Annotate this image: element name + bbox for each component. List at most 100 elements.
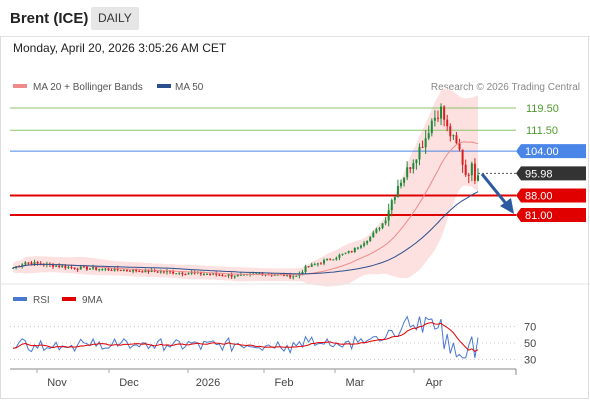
last-price-tag — [516, 166, 586, 181]
candle-body — [227, 274, 230, 276]
arrow-shaft — [480, 173, 510, 207]
candle-body — [156, 271, 159, 273]
bollinger-bands — [13, 88, 478, 287]
x-tick-label: Nov — [47, 377, 67, 389]
candle-body — [230, 274, 233, 277]
arrow-head — [500, 198, 514, 214]
candle-body — [101, 268, 104, 270]
candle-body — [70, 266, 73, 268]
candle-body — [316, 263, 319, 265]
candle-body — [347, 251, 350, 253]
candle-body — [132, 269, 135, 272]
candle-body — [39, 263, 42, 265]
ma20-legend-swatch — [13, 84, 27, 88]
candle-body — [212, 273, 215, 275]
candle-body — [119, 269, 122, 271]
candle-body — [427, 133, 430, 139]
x-tick-label: Apr — [425, 377, 442, 389]
instrument-title: Brent (ICE) — [10, 10, 89, 27]
candle-body — [193, 272, 196, 274]
candle-body — [239, 274, 242, 276]
period-button[interactable]: DAILY — [91, 7, 139, 30]
candle-body — [393, 197, 396, 201]
candle-body — [273, 274, 276, 276]
ma20-legend-label: MA 20 + Bollinger Bands — [33, 82, 143, 93]
candle-body — [98, 269, 101, 271]
candle-body — [292, 276, 295, 278]
candle-body — [221, 274, 224, 276]
candle-body — [233, 276, 236, 278]
level-label-3: 88.00 — [525, 191, 553, 203]
candle-body — [449, 126, 452, 137]
price-levels: 119.50 111.50 104.00 88.00 81.00 95.98 — [10, 103, 586, 222]
candle-body — [209, 273, 212, 275]
candle-body — [387, 210, 390, 221]
candle-body — [436, 117, 439, 119]
rsi-legend: RSI 9MA — [13, 295, 103, 306]
candle-body — [27, 262, 30, 264]
candle-body — [125, 269, 128, 271]
ma50-legend-label: MA 50 — [175, 82, 204, 93]
candle-body — [406, 167, 409, 178]
chart-header: Brent (ICE) DAILY — [0, 0, 590, 37]
candle-body — [403, 177, 406, 183]
x-axis: Nov Dec 2026 Feb Mar Apr — [10, 368, 517, 389]
candle-body — [301, 271, 304, 274]
candle-body — [110, 270, 113, 272]
candle-body — [190, 272, 193, 274]
candle-body — [440, 106, 443, 119]
candle-body — [452, 135, 455, 137]
candle-body — [199, 271, 202, 275]
candle-body — [215, 273, 218, 275]
candle-body — [470, 163, 473, 176]
candle-body — [88, 268, 91, 270]
candle-body — [242, 274, 245, 276]
candle-body — [461, 149, 464, 165]
last-price-label: 95.98 — [525, 168, 553, 180]
candle-body — [224, 275, 227, 277]
candle-body — [350, 251, 353, 253]
candle-body — [356, 247, 359, 249]
candle-body — [73, 267, 76, 269]
candle-body — [335, 257, 338, 260]
candle-body — [289, 273, 292, 278]
candle-body — [178, 272, 181, 274]
candle-body — [381, 223, 384, 228]
rsi-legend-swatch — [13, 297, 27, 301]
candle-body — [255, 273, 258, 275]
candle-body — [458, 143, 461, 150]
chart-datetime: Monday, April 20, 2026 3:05:26 AM CET — [13, 41, 227, 55]
level-tag-2 — [516, 144, 586, 159]
forecast-arrow — [480, 173, 514, 214]
candle-body — [104, 268, 107, 270]
bollinger-band-area — [13, 88, 478, 287]
candle-body — [24, 262, 27, 265]
candle-body — [378, 227, 381, 230]
candle-body — [375, 229, 378, 233]
candle-body — [372, 232, 375, 238]
legend: MA 20 + Bollinger Bands MA 50 Research ©… — [13, 82, 580, 93]
level-label-1: 111.50 — [526, 125, 558, 137]
candle-body — [76, 268, 79, 270]
candle-body — [181, 272, 184, 275]
candle-body — [369, 237, 372, 242]
level-tag-4 — [516, 208, 586, 222]
ma50-legend-swatch — [157, 84, 171, 88]
candle-body — [61, 265, 64, 267]
level-tag-3 — [516, 188, 586, 203]
candle-body — [165, 271, 168, 273]
candle-body — [443, 106, 446, 120]
candle-body — [79, 266, 82, 270]
candle-body — [36, 262, 39, 264]
candle-body — [258, 273, 261, 275]
candle-body — [159, 271, 162, 273]
candle-body — [455, 135, 458, 144]
candle-body — [82, 266, 85, 268]
candle-body — [359, 245, 362, 248]
candle-body — [236, 274, 239, 277]
candle-body — [141, 271, 144, 273]
candle-body — [92, 267, 95, 269]
candle-body — [184, 274, 187, 276]
x-tick-label: 2026 — [196, 377, 220, 389]
